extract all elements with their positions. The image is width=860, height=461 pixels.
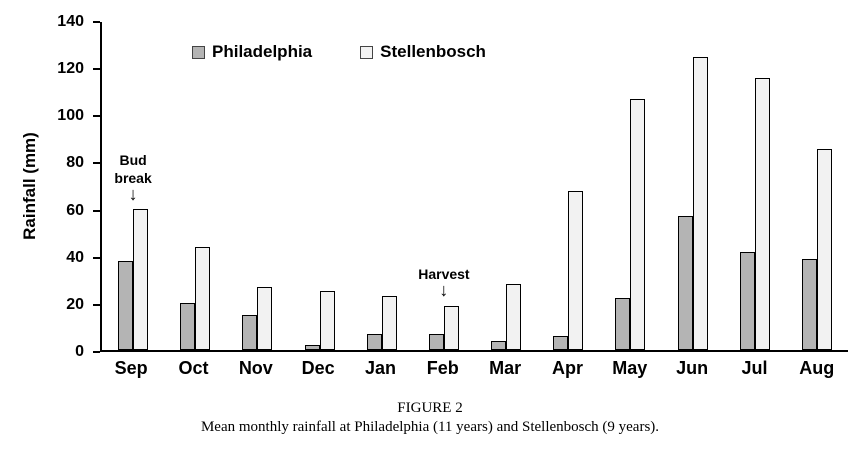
legend-swatch-philadelphia xyxy=(192,45,205,59)
bar-group-nov xyxy=(226,22,288,350)
legend-label-philadelphia: Philadelphia xyxy=(212,42,313,61)
y-tick-mark-140 xyxy=(93,21,100,23)
annotation-label: Bud break xyxy=(114,152,152,186)
bar-group-dec xyxy=(289,22,351,350)
bar-stellenbosch-dec xyxy=(319,291,335,350)
bar-philadelphia-feb xyxy=(428,333,444,350)
x-tick-label-dec: Dec xyxy=(301,358,335,378)
x-tick-label-jun: Jun xyxy=(676,358,709,378)
x-tick-label-apr: Apr xyxy=(551,358,583,378)
x-tick-label-jan: Jan xyxy=(364,358,396,378)
legend: Philadelphia Stellenbosch xyxy=(192,42,486,62)
bar-stellenbosch-feb xyxy=(443,305,459,350)
bar-group-aug xyxy=(786,22,848,350)
bar-group-jun xyxy=(662,22,724,350)
y-tick-label-100: 100 xyxy=(57,107,84,125)
legend-label-stellenbosch: Stellenbosch xyxy=(380,42,486,61)
annotation-label: Harvest xyxy=(418,265,470,282)
y-axis: 0 20 40 60 80 100 120 140 xyxy=(0,13,100,360)
bar-group-oct xyxy=(164,22,226,350)
bar-group-feb xyxy=(413,22,475,350)
x-tick-label-oct: Oct xyxy=(178,358,209,378)
y-tick-label-0: 0 xyxy=(75,343,84,360)
y-tick-label-20: 20 xyxy=(66,295,84,313)
bar-philadelphia-jun xyxy=(677,216,693,350)
bar-philadelphia-aug xyxy=(801,258,817,350)
bar-philadelphia-nov xyxy=(242,314,258,350)
annotation-bud-break: Bud break ↓ xyxy=(107,152,159,205)
bar-stellenbosch-may xyxy=(630,99,646,350)
bar-group-apr xyxy=(537,22,599,350)
x-tick-label-may: May xyxy=(612,358,648,378)
x-tick-label-aug: Aug xyxy=(799,358,835,378)
down-arrow-icon: ↓ xyxy=(128,184,138,205)
y-tick-mark-40 xyxy=(93,256,100,259)
bar-stellenbosch-sep xyxy=(133,209,149,350)
bar-philadelphia-may xyxy=(615,298,631,350)
bar-group-mar xyxy=(475,22,537,350)
bar-philadelphia-oct xyxy=(180,303,196,350)
bar-stellenbosch-oct xyxy=(195,246,211,350)
bar-group-jul xyxy=(724,22,786,350)
bar-stellenbosch-jan xyxy=(381,296,397,350)
down-arrow-icon: ↓ xyxy=(439,280,449,301)
bar-stellenbosch-jun xyxy=(692,57,708,350)
annotation-harvest: Harvest ↓ xyxy=(418,265,470,301)
bar-stellenbosch-nov xyxy=(257,286,273,350)
bar-philadelphia-apr xyxy=(553,335,569,350)
figure-label: FIGURE 2 xyxy=(397,400,463,416)
y-tick-label-140: 140 xyxy=(57,13,84,30)
bar-groups xyxy=(102,22,848,350)
bar-philadelphia-jan xyxy=(366,333,382,350)
x-axis-labels: Sep Oct Nov Dec Jan Feb Mar Apr May Jun Jul Aug xyxy=(100,358,848,379)
y-tick-mark-60 xyxy=(93,209,100,212)
figure-caption-text: Mean monthly rainfall at Philadelphia (1… xyxy=(200,419,660,435)
x-tick-label-feb: Feb xyxy=(426,358,459,378)
y-tick-label-120: 120 xyxy=(57,60,84,78)
legend-item-stellenbosch: Stellenbosch xyxy=(360,42,486,62)
y-tick-label-60: 60 xyxy=(66,201,84,219)
bar-stellenbosch-jul xyxy=(754,78,770,350)
legend-item-philadelphia: Philadelphia xyxy=(192,42,312,62)
y-tick-mark-120 xyxy=(93,68,100,71)
x-tick-label-mar: Mar xyxy=(489,358,522,378)
x-tick-label-nov: Nov xyxy=(238,358,273,378)
bar-philadelphia-jul xyxy=(739,251,755,350)
y-tick-mark-100 xyxy=(93,115,100,118)
legend-swatch-stellenbosch xyxy=(360,45,374,59)
bar-philadelphia-dec xyxy=(304,345,320,350)
bar-group-may xyxy=(599,22,661,350)
figure-caption: FIGURE 2 Mean monthly rainfall at Philad… xyxy=(0,400,860,436)
x-tick-label-jul: Jul xyxy=(741,358,768,378)
bar-group-jan xyxy=(351,22,413,350)
bar-philadelphia-sep xyxy=(118,260,134,350)
bar-philadelphia-mar xyxy=(491,340,507,350)
y-tick-mark-80 xyxy=(93,162,100,165)
bar-group-sep xyxy=(102,22,164,350)
plot-area: Bud break ↓ Harvest ↓ xyxy=(100,22,848,352)
y-tick-label-80: 80 xyxy=(66,154,84,172)
y-tick-label-40: 40 xyxy=(66,248,84,266)
bar-stellenbosch-aug xyxy=(816,148,832,350)
bar-stellenbosch-mar xyxy=(506,284,522,350)
y-tick-mark-0 xyxy=(93,351,100,353)
y-tick-mark-20 xyxy=(93,303,100,306)
bar-stellenbosch-apr xyxy=(568,190,584,350)
x-tick-label-sep: Sep xyxy=(114,358,148,378)
